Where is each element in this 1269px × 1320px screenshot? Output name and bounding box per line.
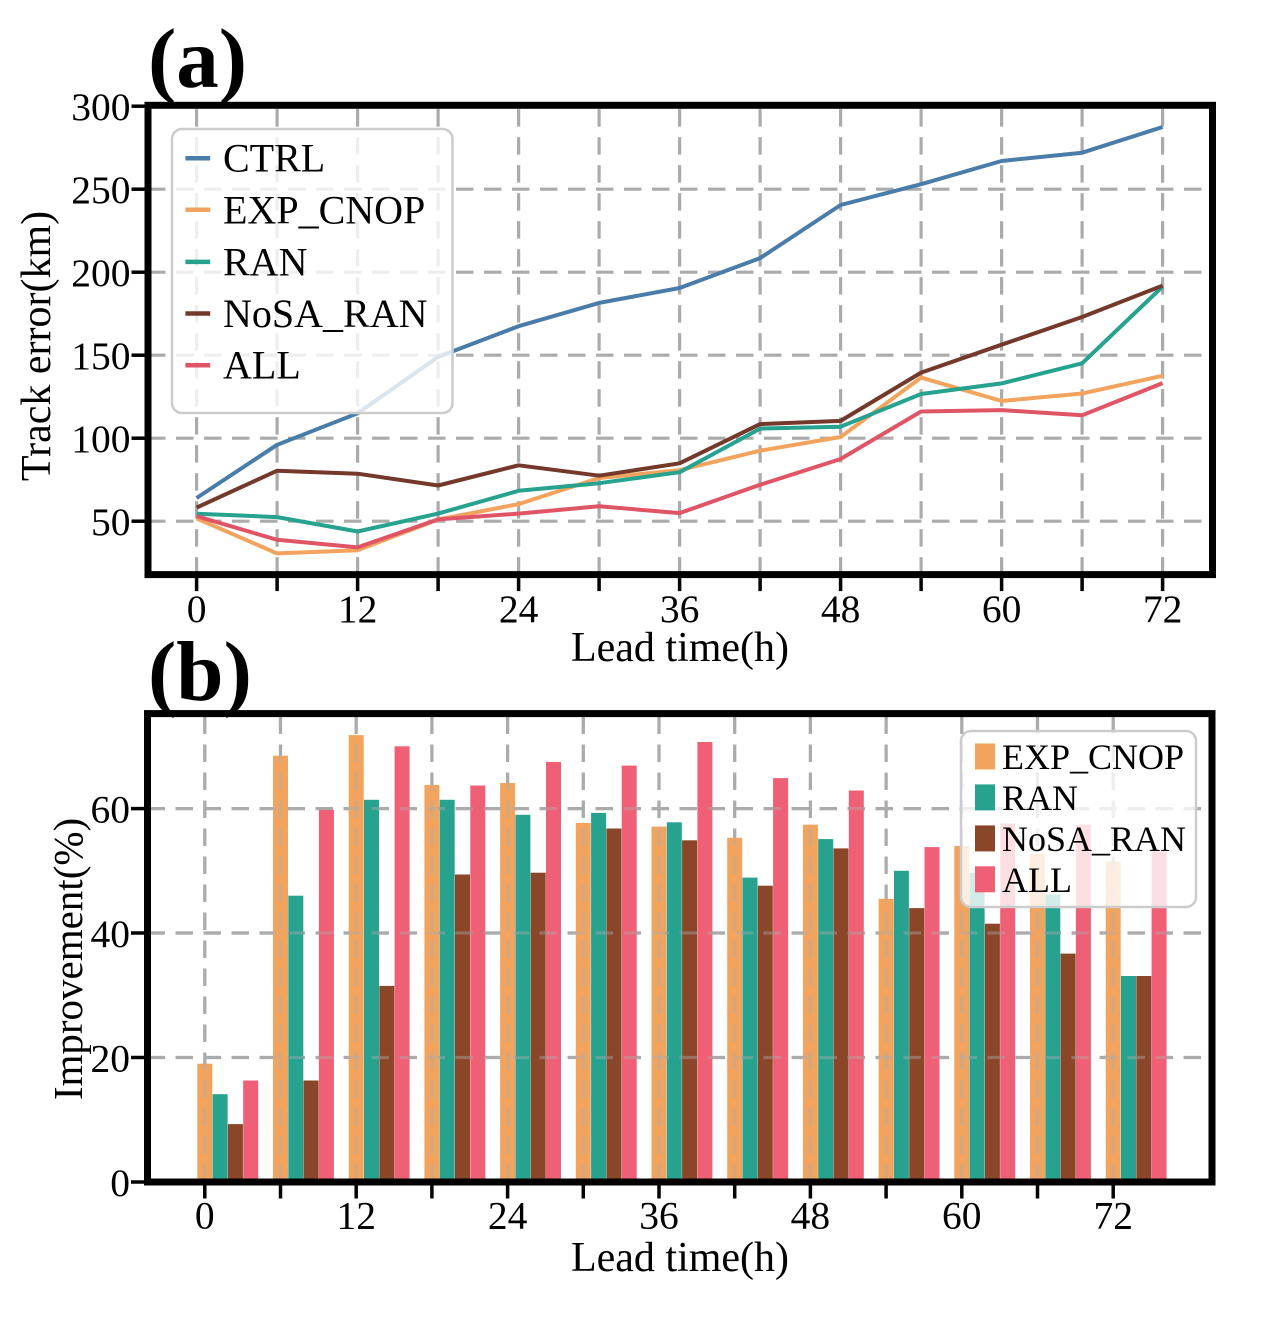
svg-text:40: 40 [91, 912, 131, 956]
svg-text:250: 250 [71, 168, 130, 212]
svg-text:48: 48 [791, 1194, 831, 1238]
svg-text:60: 60 [942, 1194, 982, 1238]
svg-text:24: 24 [488, 1194, 528, 1238]
svg-text:48: 48 [821, 587, 861, 631]
svg-text:(a): (a) [148, 12, 247, 106]
svg-text:300: 300 [71, 85, 130, 129]
svg-text:RAN: RAN [1002, 778, 1078, 818]
svg-text:24: 24 [499, 587, 539, 631]
svg-text:36: 36 [660, 587, 700, 631]
svg-text:60: 60 [91, 788, 131, 832]
svg-text:CTRL: CTRL [223, 136, 325, 181]
svg-text:EXP_CNOP: EXP_CNOP [223, 187, 425, 232]
svg-text:72: 72 [1093, 1194, 1133, 1238]
svg-text:Improvement(%): Improvement(%) [45, 818, 91, 1100]
svg-text:12: 12 [338, 587, 378, 631]
svg-text:(b): (b) [148, 625, 252, 719]
svg-text:EXP_CNOP: EXP_CNOP [1002, 737, 1184, 777]
svg-text:NoSA_RAN: NoSA_RAN [223, 291, 427, 336]
svg-text:0: 0 [187, 587, 207, 631]
svg-text:0: 0 [195, 1194, 215, 1238]
svg-text:NoSA_RAN: NoSA_RAN [1002, 819, 1186, 859]
svg-text:36: 36 [639, 1194, 679, 1238]
svg-text:60: 60 [982, 587, 1022, 631]
svg-text:150: 150 [71, 334, 130, 378]
svg-text:Track error(km): Track error(km) [14, 211, 60, 481]
svg-text:100: 100 [71, 417, 130, 461]
svg-text:Lead time(h): Lead time(h) [571, 1235, 789, 1281]
svg-text:72: 72 [1143, 587, 1183, 631]
svg-text:ALL: ALL [1002, 860, 1072, 900]
svg-text:Lead time(h): Lead time(h) [571, 625, 789, 671]
svg-text:RAN: RAN [223, 239, 307, 284]
svg-text:12: 12 [336, 1194, 376, 1238]
svg-text:50: 50 [91, 500, 131, 544]
svg-text:0: 0 [110, 1161, 130, 1205]
svg-text:20: 20 [91, 1037, 131, 1081]
svg-text:200: 200 [71, 251, 130, 295]
svg-text:ALL: ALL [223, 343, 301, 388]
